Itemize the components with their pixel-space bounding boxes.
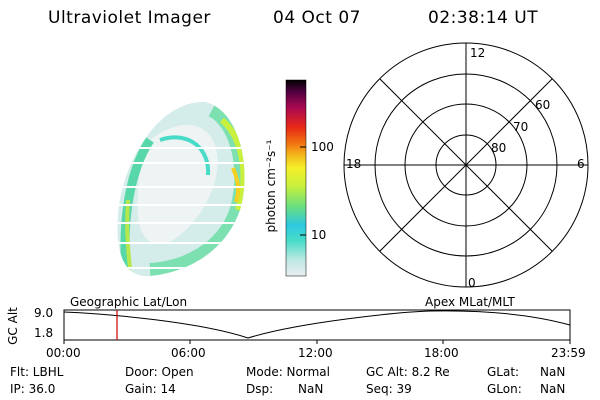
status-gc-alt: GC Alt: 8.2 Re — [366, 365, 450, 379]
status-glon-label: GLon: — [487, 382, 522, 396]
mlt-label-0: 0 — [468, 276, 476, 290]
status-door: Door: Open — [125, 365, 194, 379]
x-tick-0000: 00:00 — [46, 346, 81, 360]
altitude-y-tick-min: 1.8 — [34, 326, 54, 340]
altitude-curve — [63, 310, 571, 339]
date-label: 04 Oct 07 — [273, 8, 361, 28]
status-mode: Mode: Normal — [246, 365, 330, 379]
status-dsp-value: NaN — [298, 382, 324, 396]
polar-diagonal-2 — [379, 78, 553, 252]
auroral-oval-inner — [159, 135, 211, 176]
lat-label-80: 80 — [491, 141, 507, 155]
instrument-title: Ultraviolet Imager — [48, 8, 211, 28]
mlt-label-12: 12 — [470, 46, 486, 60]
x-tick-1800: 18:00 — [424, 346, 459, 360]
colorbar-unit-label: photon cm⁻²s⁻¹ — [264, 139, 278, 233]
auroral-oval-bright — [219, 117, 245, 211]
status-flt: Flt: LBHL — [10, 365, 64, 379]
auroral-image-core — [137, 124, 218, 245]
status-glon-value: NaN — [540, 382, 566, 396]
altitude-y-label: GC Alt — [6, 307, 20, 345]
lat-label-60: 60 — [535, 98, 551, 112]
status-dsp-label: Dsp: — [246, 382, 274, 396]
lat-label-70: 70 — [513, 120, 529, 134]
altitude-left-title: Geographic Lat/Lon — [70, 295, 188, 309]
altitude-y-tick-max: 9.0 — [34, 306, 54, 320]
auroral-oval-dawn — [120, 137, 154, 271]
auroral-image — [117, 101, 245, 277]
altitude-right-title: Apex MLat/MLT — [425, 295, 515, 309]
polar-plot — [343, 42, 589, 288]
auroral-oval-dawn-bright — [125, 199, 132, 269]
colorbar — [285, 79, 307, 277]
status-gain: Gain: 14 — [125, 382, 176, 396]
altitude-ticks — [63, 340, 571, 344]
x-tick-1200: 12:00 — [298, 346, 333, 360]
x-tick-0600: 06:00 — [171, 346, 206, 360]
status-glat-value: NaN — [540, 365, 566, 379]
colorbar-tick-label-10: 10 — [311, 228, 327, 242]
mlt-label-18: 18 — [346, 157, 362, 171]
mlt-label-6: 6 — [577, 157, 585, 171]
auroral-oval-peak — [231, 167, 241, 203]
colorbar-tick-label-100: 100 — [311, 140, 334, 154]
status-ip: IP: 36.0 — [10, 382, 56, 396]
altitude-plot-frame — [63, 309, 571, 341]
time-label: 02:38:14 UT — [428, 8, 539, 28]
status-glat-label: GLat: — [487, 365, 520, 379]
x-tick-2359: 23:59 — [551, 346, 586, 360]
status-seq: Seq: 39 — [366, 382, 412, 396]
